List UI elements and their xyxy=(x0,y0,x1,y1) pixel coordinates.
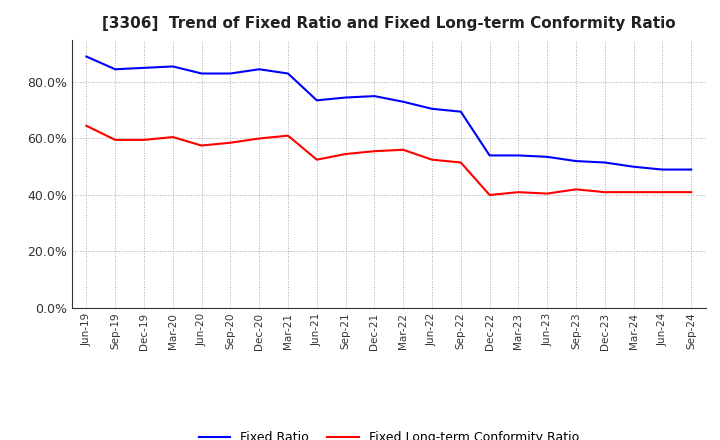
Title: [3306]  Trend of Fixed Ratio and Fixed Long-term Conformity Ratio: [3306] Trend of Fixed Ratio and Fixed Lo… xyxy=(102,16,675,32)
Fixed Long-term Conformity Ratio xyxy=(82,123,91,128)
Fixed Long-term Conformity Ratio xyxy=(629,190,638,195)
Fixed Ratio xyxy=(197,71,206,76)
Fixed Long-term Conformity Ratio xyxy=(428,157,436,162)
Fixed Ratio xyxy=(543,154,552,159)
Fixed Ratio xyxy=(428,106,436,111)
Fixed Ratio xyxy=(687,167,696,172)
Fixed Ratio xyxy=(226,71,235,76)
Fixed Ratio xyxy=(341,95,350,100)
Line: Fixed Ratio: Fixed Ratio xyxy=(86,57,691,169)
Fixed Ratio xyxy=(456,109,465,114)
Fixed Long-term Conformity Ratio xyxy=(284,133,292,138)
Fixed Long-term Conformity Ratio xyxy=(399,147,408,152)
Line: Fixed Long-term Conformity Ratio: Fixed Long-term Conformity Ratio xyxy=(86,126,691,195)
Fixed Ratio xyxy=(168,64,177,69)
Fixed Long-term Conformity Ratio xyxy=(600,190,609,195)
Fixed Ratio xyxy=(82,54,91,59)
Fixed Ratio xyxy=(255,66,264,72)
Fixed Ratio xyxy=(514,153,523,158)
Fixed Ratio xyxy=(485,153,494,158)
Fixed Long-term Conformity Ratio xyxy=(658,190,667,195)
Fixed Long-term Conformity Ratio xyxy=(140,137,148,143)
Fixed Long-term Conformity Ratio xyxy=(255,136,264,141)
Fixed Ratio xyxy=(312,98,321,103)
Fixed Long-term Conformity Ratio xyxy=(456,160,465,165)
Fixed Long-term Conformity Ratio xyxy=(485,192,494,198)
Fixed Ratio xyxy=(140,65,148,70)
Fixed Ratio xyxy=(658,167,667,172)
Fixed Long-term Conformity Ratio xyxy=(197,143,206,148)
Legend: Fixed Ratio, Fixed Long-term Conformity Ratio: Fixed Ratio, Fixed Long-term Conformity … xyxy=(194,426,584,440)
Fixed Ratio xyxy=(629,164,638,169)
Fixed Ratio xyxy=(370,93,379,99)
Fixed Long-term Conformity Ratio xyxy=(514,190,523,195)
Fixed Ratio xyxy=(284,71,292,76)
Fixed Long-term Conformity Ratio xyxy=(312,157,321,162)
Fixed Long-term Conformity Ratio xyxy=(543,191,552,196)
Fixed Ratio xyxy=(572,158,580,164)
Fixed Ratio xyxy=(600,160,609,165)
Fixed Long-term Conformity Ratio xyxy=(168,135,177,140)
Fixed Long-term Conformity Ratio xyxy=(226,140,235,145)
Fixed Ratio xyxy=(399,99,408,104)
Fixed Long-term Conformity Ratio xyxy=(370,149,379,154)
Fixed Long-term Conformity Ratio xyxy=(572,187,580,192)
Fixed Long-term Conformity Ratio xyxy=(687,190,696,195)
Fixed Ratio xyxy=(111,66,120,72)
Fixed Long-term Conformity Ratio xyxy=(111,137,120,143)
Fixed Long-term Conformity Ratio xyxy=(341,151,350,157)
